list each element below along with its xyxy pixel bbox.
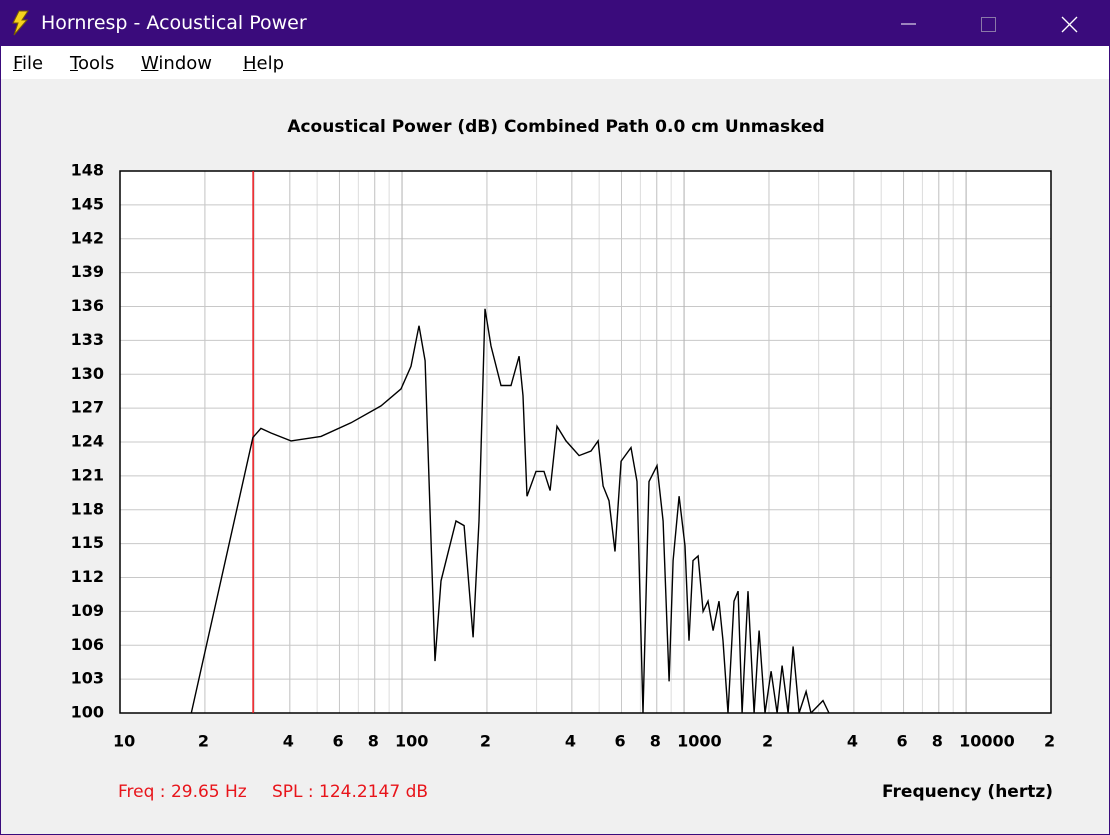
y-tick-label: 139 [71, 262, 104, 281]
x-tick-label: 2 [480, 732, 491, 751]
cursor-frequency: Freq : 29.65 Hz [118, 782, 247, 802]
y-tick-label: 103 [71, 669, 104, 688]
y-tick-label: 142 [71, 228, 104, 247]
x-tick-label: 10 [113, 732, 135, 751]
y-tick-label: 148 [71, 161, 104, 180]
y-tick-label: 115 [71, 533, 104, 552]
menu-item[interactable]: File [13, 53, 44, 74]
menu-item[interactable]: Tools [70, 53, 115, 74]
y-tick-label: 121 [71, 465, 104, 484]
y-tick-label: 106 [71, 635, 104, 654]
y-tick-label: 145 [71, 194, 104, 213]
window-title: Hornresp - Acoustical Power [41, 12, 307, 34]
y-tick-label: 118 [71, 499, 104, 518]
window-controls [901, 16, 1078, 33]
x-tick-label: 1000 [677, 732, 722, 751]
x-tick-label: 100 [395, 732, 428, 751]
plot-frame [119, 170, 1052, 714]
x-tick-label: 6 [332, 732, 343, 751]
y-tick-label: 124 [71, 432, 104, 451]
x-tick-label: 2 [762, 732, 773, 751]
close-button[interactable] [1061, 16, 1078, 33]
app-icon [12, 10, 29, 36]
x-tick-label: 6 [897, 732, 908, 751]
x-tick-label: 8 [932, 732, 943, 751]
x-axis-label: Frequency (hertz) [882, 782, 1053, 802]
menu-item[interactable]: Window [141, 53, 212, 74]
y-tick-label: 130 [71, 364, 104, 383]
chart: Acoustical Power (dB) Combined Path 0.0 … [71, 117, 1056, 802]
x-tick-label: 4 [847, 732, 858, 751]
y-tick-label: 109 [71, 601, 104, 620]
title-bar: Hornresp - Acoustical Power [1, 1, 1109, 46]
x-tick-label: 4 [283, 732, 294, 751]
menu-bar: File Tools Window Help [1, 46, 1109, 79]
data-line [190, 308, 830, 713]
chart-title: Acoustical Power (dB) Combined Path 0.0 … [287, 117, 824, 137]
y-tick-label: 133 [71, 330, 104, 349]
x-tick-label: 2 [1044, 732, 1055, 751]
y-tick-label: 112 [71, 567, 104, 586]
y-tick-label: 100 [71, 703, 104, 722]
x-tick-label: 8 [650, 732, 661, 751]
cursor-spl: SPL : 124.2147 dB [272, 782, 428, 802]
y-tick-label: 127 [71, 398, 104, 417]
x-tick-label: 2 [198, 732, 209, 751]
x-tick-label: 6 [614, 732, 625, 751]
maximize-button[interactable] [981, 17, 996, 32]
y-tick-label: 136 [71, 296, 104, 315]
x-tick-label: 8 [368, 732, 379, 751]
x-tick-label: 10000 [959, 732, 1015, 751]
x-tick-label: 4 [565, 732, 576, 751]
menu-item[interactable]: Help [243, 53, 285, 74]
